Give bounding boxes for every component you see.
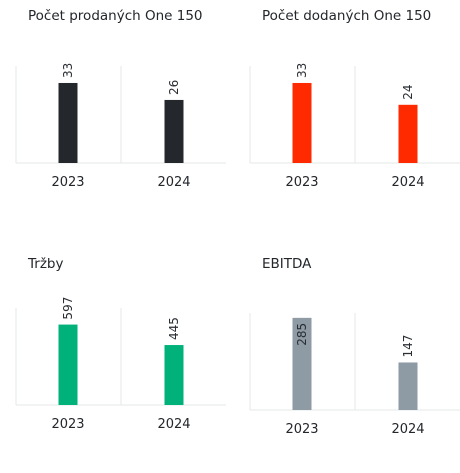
bar [58,324,78,405]
bar-chart-ebitda: 285 2023 147 2024 [249,313,460,437]
data-label: 597 [61,297,75,320]
chart-title: Počet dodaných One 150 [262,8,432,24]
data-label: 33 [61,63,75,78]
x-tick-label: 2023 [285,422,318,437]
bar [398,362,418,410]
data-label: 24 [401,85,415,100]
bar [292,82,312,163]
x-tick-label: 2023 [285,175,318,190]
x-tick-label: 2023 [51,175,84,190]
data-label: 33 [295,63,309,78]
data-label: 147 [401,335,415,358]
chart-panel-revenue: Tržby 597 2023 445 2024 [0,248,230,473]
data-label: 285 [295,323,309,346]
bar [164,345,184,405]
chart-title: EBITDA [262,256,312,272]
x-tick-label: 2023 [51,417,84,432]
bar [398,104,418,163]
chart-title: Počet prodaných One 150 [28,8,203,24]
chart-title: Tržby [28,256,64,272]
bar-chart-delivered: 33 2023 24 2024 [249,63,460,190]
bar-chart-sold: 33 2023 26 2024 [15,63,226,190]
bar-chart-revenue: 597 2023 445 2024 [15,297,226,432]
x-tick-label: 2024 [391,422,424,437]
x-tick-label: 2024 [157,417,190,432]
data-label: 26 [167,80,181,95]
chart-panel-delivered: Počet dodaných One 150 33 2023 24 2024 [234,0,460,225]
data-label: 445 [167,317,181,340]
chart-panel-ebitda: EBITDA 285 2023 147 2024 [234,248,460,473]
x-tick-label: 2024 [391,175,424,190]
chart-panel-sold: Počet prodaných One 150 33 2023 26 2024 [0,0,230,225]
bar [164,99,184,163]
bar [58,82,78,163]
x-tick-label: 2024 [157,175,190,190]
bar [292,317,312,410]
